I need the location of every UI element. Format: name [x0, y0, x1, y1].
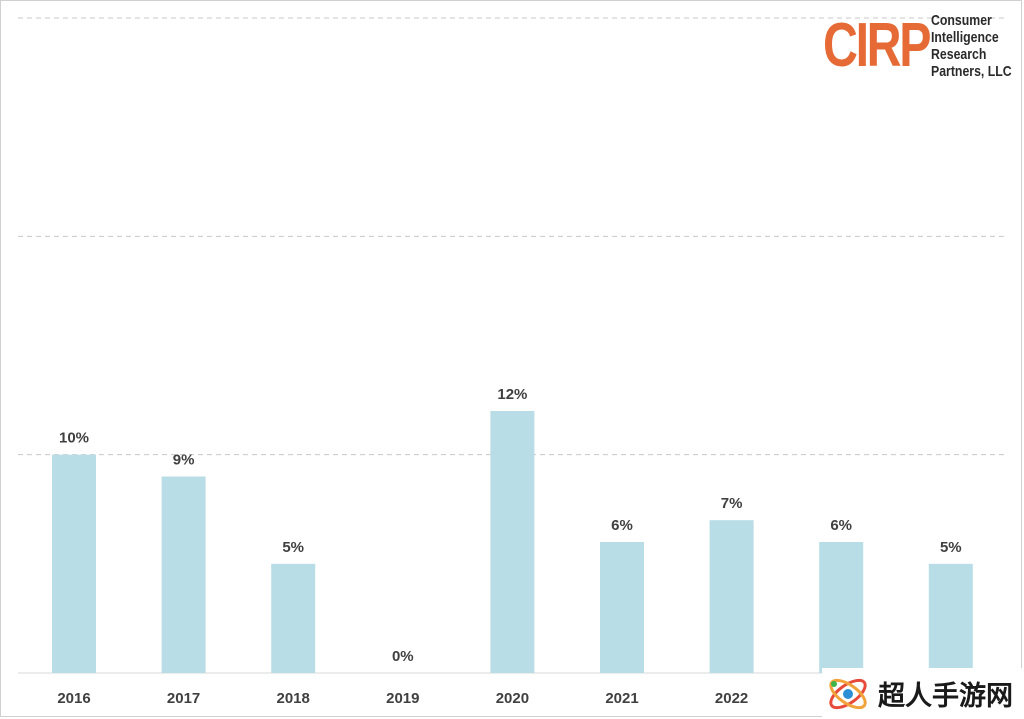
data-label-2022: 7% — [721, 495, 743, 512]
data-label-2024: 5% — [940, 539, 962, 556]
bar-2023 — [819, 542, 864, 673]
logo-line-4: Partners, LLC — [931, 63, 1012, 80]
site-watermark: 超人手游网 — [822, 668, 1024, 719]
bar-2018 — [271, 563, 316, 673]
cirp-logo: CIRP Consumer Intelligence Research Part… — [823, 8, 1019, 84]
x-tick-label-2018: 2018 — [277, 690, 310, 707]
bar-2022 — [709, 520, 754, 673]
logo-line-2: Intelligence — [931, 29, 999, 46]
data-label-2016: 10% — [59, 430, 89, 447]
x-tick-label-2016: 2016 — [57, 690, 90, 707]
logo-line-1: Consumer — [931, 12, 992, 29]
bar-2024 — [928, 563, 973, 673]
data-label-2023: 6% — [830, 517, 852, 534]
logo-text: Consumer Intelligence Research Partners,… — [931, 12, 1024, 80]
x-tick-label-2019: 2019 — [386, 690, 419, 707]
x-tick-label-2017: 2017 — [167, 690, 200, 707]
x-tick-label-2020: 2020 — [496, 690, 529, 707]
bar-2020 — [490, 411, 535, 673]
watermark-logo-icon — [829, 678, 867, 709]
bar-2016 — [52, 454, 96, 673]
data-label-2019: 0% — [392, 648, 414, 665]
data-label-2017: 9% — [173, 452, 195, 469]
x-tick-label-2022: 2022 — [715, 690, 748, 707]
x-tick-label-2021: 2021 — [605, 690, 638, 707]
logo-mark: CIRP — [823, 11, 932, 80]
watermark-text: 超人手游网 — [878, 681, 1013, 712]
bar-2017 — [161, 476, 206, 673]
data-label-2021: 6% — [611, 517, 633, 534]
data-label-2018: 5% — [282, 539, 304, 556]
logo-line-3: Research — [931, 46, 987, 63]
bar-2021 — [600, 542, 644, 673]
data-label-2020: 12% — [497, 386, 527, 403]
